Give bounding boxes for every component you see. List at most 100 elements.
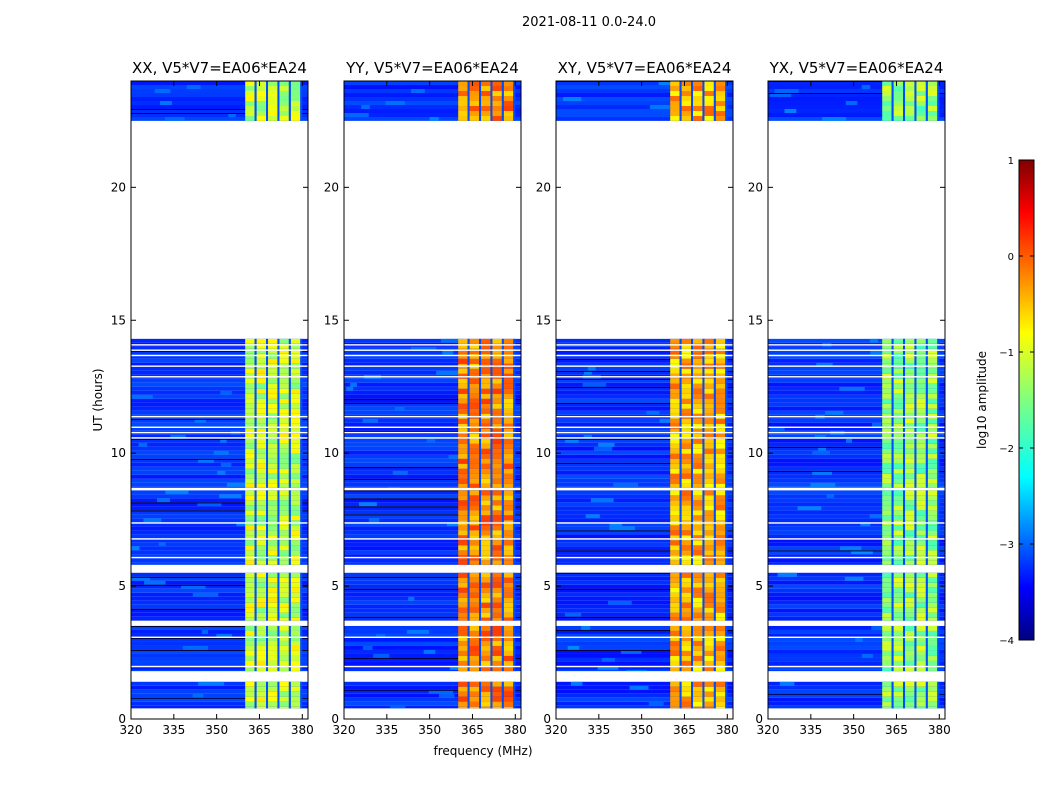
rfi-cell [503,550,514,556]
rfi-cell [290,448,301,454]
rfi-cell [882,572,892,578]
spectrum-row [344,93,521,97]
rfi-cell [492,640,502,646]
rfi-cell [693,560,703,565]
rfi-cell [279,116,289,121]
rfi-cell [290,597,301,603]
rfi-cell [245,403,255,409]
data-block [344,81,521,121]
rfi-cell [256,640,267,646]
rfi-cell [905,612,915,618]
emission-feature [344,113,369,117]
rfi-cell [290,418,301,424]
rfi-cell [458,665,468,671]
rfi-cell [481,443,491,449]
rfi-cell [916,577,926,583]
rfi-cell [245,515,255,521]
flag-line [344,689,521,691]
emission-feature [411,89,425,93]
rfi-cell [882,505,892,511]
flagged-line [768,344,945,346]
rfi-cell [715,348,726,354]
spectrum-row [556,426,733,431]
rfi-cell [670,582,680,588]
rfi-cell [268,438,278,444]
y-tick-label: 15 [111,313,126,327]
rfi-cell [481,510,491,516]
rfi-cell [916,640,926,646]
rfi-cell [927,582,938,588]
rfi-cell [681,111,692,116]
spectrum-row [131,358,308,363]
rfi-cell [503,473,514,479]
rfi-cell [916,495,926,501]
rfi-gap [679,681,682,709]
rfi-cell [893,701,904,707]
rfi-cell [893,660,904,666]
spectrum-row [131,514,308,519]
rfi-cell [458,635,468,641]
rfi-cell [492,116,502,121]
rfi-cell [893,468,904,474]
rfi-cell [905,111,915,116]
rfi-cell [503,665,514,671]
flag-line [344,478,521,480]
rfi-cell [279,86,289,91]
rfi-cell [916,607,926,613]
rfi-cell [704,701,714,707]
spectrum-row [344,705,521,709]
rfi-cell [893,617,904,621]
spectrum-row [556,466,733,471]
rfi-cell [670,463,680,469]
rfi-cell [916,655,926,661]
rfi-cell [256,602,267,608]
rfi-cell [481,577,491,583]
emission-feature [583,434,592,439]
rfi-cell [916,691,926,697]
rfi-cell [715,691,726,697]
rfi-cell [693,443,703,449]
rfi-cell [256,691,267,697]
rfi-cell [290,582,301,588]
rfi-gap [490,490,493,565]
rfi-cell [290,338,301,344]
rfi-cell [882,358,892,364]
y-tick-label: 15 [748,313,763,327]
rfi-cell [503,368,514,374]
emission-feature [860,522,871,527]
rfi-cell [905,403,915,409]
rfi-cell [503,635,514,641]
rfi-cell [693,592,703,598]
spectrum-row [344,612,521,617]
flagged-line [556,415,733,418]
rfi-cell [916,343,926,349]
rfi-cell [715,86,726,91]
rfi-cell [290,645,301,651]
rfi-cell [458,540,468,546]
rfi-cell [279,478,289,484]
rfi-cell [715,495,726,501]
spectrum-row [131,366,308,371]
rfi-cell [469,116,480,121]
spectrum-row [556,637,733,642]
rfi-cell [503,701,514,707]
rfi-cell [927,388,938,394]
emission-feature [583,370,592,375]
spectrum-row [556,338,733,343]
rfi-cell [245,423,255,429]
emission-feature [581,625,591,630]
rfi-cell [458,418,468,424]
rfi-cell [715,550,726,556]
rfi-cell [256,630,267,636]
spectrum-row [768,402,945,407]
rfi-cell [905,530,915,536]
rfi-cell [893,635,904,641]
rfi-cell [290,515,301,521]
rfi-cell [279,525,289,531]
rfi-cell [927,560,938,565]
rfi-cell [503,696,514,702]
rfi-gap [691,681,694,709]
rfi-cell [927,691,938,697]
rfi-cell [927,96,938,101]
rfi-cell [670,96,680,101]
